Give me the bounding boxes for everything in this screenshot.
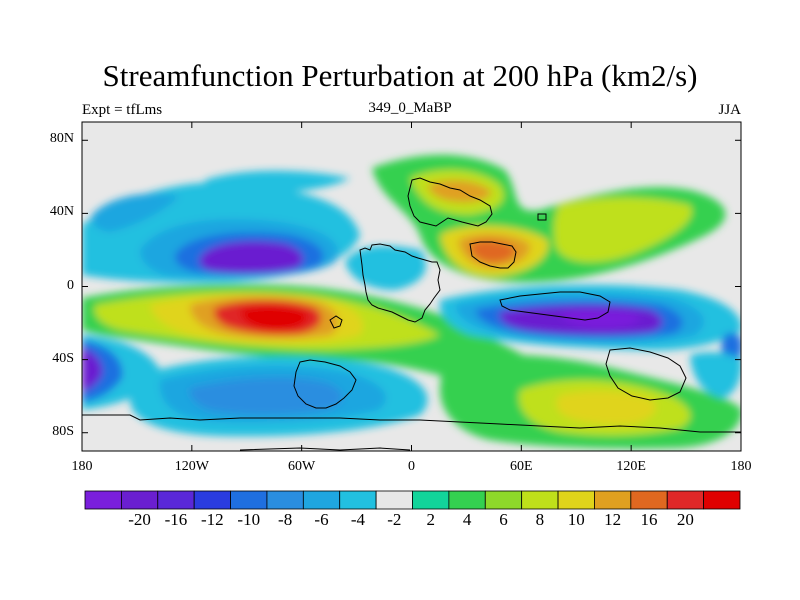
- contour-pos-core: [240, 306, 309, 330]
- axis-ticks: [81, 122, 742, 451]
- colorbar-swatch: [412, 490, 450, 510]
- contour-neg-north-top: [205, 170, 350, 195]
- lon-label: 60W: [288, 459, 316, 474]
- colorbar-label: -8: [278, 510, 293, 529]
- contour-neg-south-east: [690, 352, 741, 398]
- colorbar-swatch: [84, 490, 122, 510]
- colorbar-swatch: [230, 490, 268, 510]
- colorbar-label: -2: [387, 510, 402, 529]
- colorbar-label: 16: [640, 510, 658, 529]
- colorbar-label: 6: [499, 510, 508, 529]
- coastline-asia-south: [499, 291, 611, 321]
- contour-pos-east: [553, 197, 692, 263]
- coastline-eurasia: [407, 177, 493, 227]
- lon-label: 120W: [174, 459, 209, 474]
- lat-label: 40N: [49, 204, 74, 220]
- season-label: JJA: [718, 102, 741, 118]
- colorbar-swatch: [666, 490, 705, 510]
- contour-neg-north-core: [199, 241, 304, 274]
- colorbar-label: -16: [164, 510, 188, 529]
- lat-label: 0: [67, 277, 74, 293]
- colorbar-swatch: [521, 490, 559, 510]
- lon-label: 180: [730, 459, 752, 474]
- coastline-bottom: [239, 447, 411, 451]
- coastline-north-america: [359, 243, 441, 323]
- colorbar-label: 4: [462, 510, 472, 529]
- colorbar-swatch: [375, 490, 413, 510]
- experiment-label: Expt = tfLms: [82, 102, 163, 118]
- colorbar-label: -10: [237, 510, 261, 529]
- colorbar-label: 10: [567, 510, 585, 529]
- colorbar-swatch: [448, 490, 486, 510]
- contour-neg-east-deep: [560, 310, 640, 328]
- lon-label: 0: [408, 459, 415, 474]
- colorbar-swatch: [630, 490, 668, 510]
- colorbar-swatch: [703, 490, 741, 510]
- lon-label: 120E: [616, 459, 646, 474]
- lon-label: 60E: [510, 459, 533, 474]
- colorbar-swatch: [266, 490, 304, 510]
- map-title: Streamfunction Perturbation at 200 hPa (…: [102, 58, 698, 93]
- coastline-australia: [605, 347, 687, 401]
- case-label: 349_0_MaBP: [368, 100, 452, 116]
- colorbar-label: -20: [128, 510, 151, 529]
- contour-neg-sw-core: [82, 348, 103, 392]
- contour-pos-south-3: [556, 390, 656, 425]
- colorbar-swatch: [557, 490, 595, 510]
- contour-field: [82, 154, 741, 449]
- colorbar-swatch: [302, 490, 341, 510]
- coastline-outlines: [82, 177, 741, 451]
- colorbar-label: -6: [314, 510, 329, 529]
- lon-label: 180: [71, 459, 93, 474]
- contour-neg-canada: [345, 245, 426, 290]
- coastline-africa: [469, 241, 517, 269]
- colorbar-swatch: [193, 490, 231, 510]
- colorbar-label: -12: [201, 510, 224, 529]
- colorbar-swatch: [120, 490, 159, 510]
- colorbar-label: 12: [604, 510, 622, 529]
- colorbar-swatch: [157, 490, 195, 510]
- contour-pos-mid-core: [470, 240, 516, 263]
- colorbar-label: 20: [676, 510, 694, 529]
- lat-label: 80S: [52, 423, 74, 439]
- colorbar-label: 8: [535, 510, 545, 529]
- colorbar-label: 2: [426, 510, 435, 529]
- colorbar-label: -4: [350, 510, 365, 529]
- colorbar-swatch: [484, 490, 523, 510]
- coastline-greenland: [537, 213, 547, 221]
- colorbar: [84, 490, 741, 510]
- coastline-antarctica: [82, 414, 741, 433]
- contour-neg-north-small: [91, 193, 180, 232]
- coastline-south-america: [293, 359, 357, 409]
- contour-neg-south-3: [189, 377, 343, 415]
- colorbar-swatch: [594, 490, 632, 510]
- coastline-small: [329, 315, 343, 329]
- lat-label: 40S: [52, 350, 74, 366]
- colorbar-swatch: [339, 490, 377, 510]
- lat-label: 80N: [49, 131, 74, 147]
